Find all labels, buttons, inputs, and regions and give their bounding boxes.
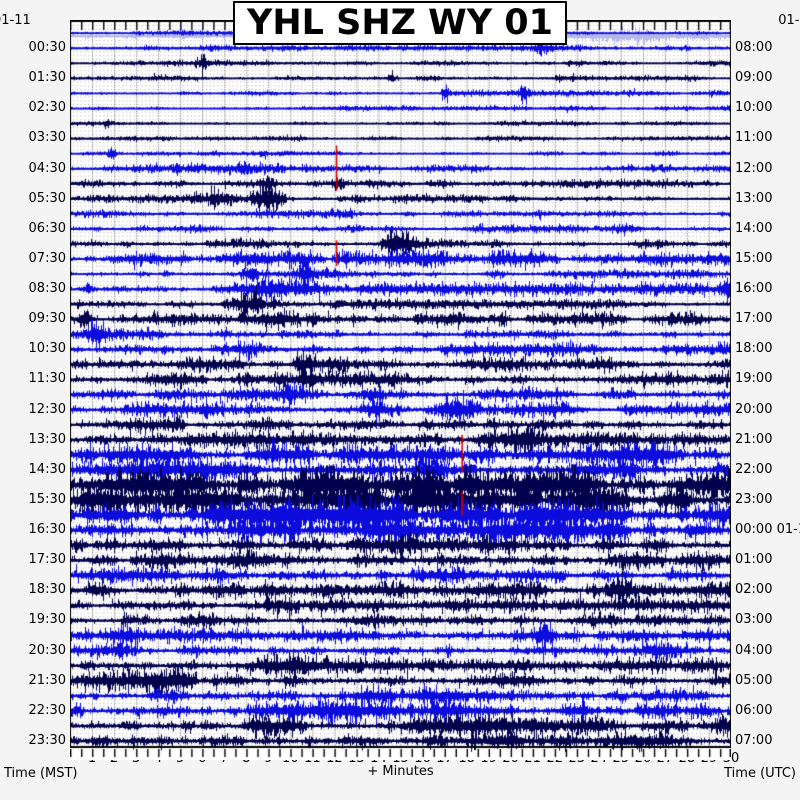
left-time-label: 05:30 (28, 190, 66, 206)
axis-label-utc: Time (UTC) (724, 766, 796, 781)
left-time-label: 09:30 (28, 311, 66, 327)
right-time-label: 14:00 (735, 220, 773, 236)
left-time-label: 20:30 (28, 642, 66, 658)
right-time-label: 05:00 (735, 672, 773, 688)
right-time-label: 00:00 01-12 (735, 522, 800, 538)
left-time-label: 04:30 (28, 160, 66, 176)
left-time-label: 13:30 (28, 431, 66, 447)
left-time-label: 19:30 (28, 612, 66, 628)
left-time-label: 01:30 (28, 70, 66, 86)
right-time-label: 12:00 (735, 160, 773, 176)
left-time-label: 00:30 (28, 40, 66, 56)
right-time-label: 13:00 (735, 190, 773, 206)
right-time-label: 06:00 (735, 702, 773, 718)
axis-label-mst: Time (MST) (4, 766, 78, 781)
right-time-label: 10:00 (735, 100, 773, 116)
right-time-label: 23:00 (735, 491, 773, 507)
left-time-label: 06:30 (28, 220, 66, 236)
left-time-label: 03:30 (28, 130, 66, 146)
right-time-label: 02:00 (735, 582, 773, 598)
right-time-label: 16:00 (735, 281, 773, 297)
left-time-label: 10:30 (28, 341, 66, 357)
right-time-label: 09:00 (735, 70, 773, 86)
seismogram-canvas (70, 20, 731, 760)
left-time-label: 23:30 (28, 733, 66, 748)
left-time-label: 08:30 (28, 281, 66, 297)
right-time-label: 04:00 (735, 642, 773, 658)
left-time-label: 02:30 (28, 100, 66, 116)
left-time-label: 16:30 (28, 522, 66, 538)
right-time-label: 07:00 (735, 733, 773, 748)
station-title: YHL SHZ WY 01 (232, 1, 568, 45)
right-time-label: 03:00 (735, 612, 773, 628)
right-time-label: 15:00 (735, 250, 773, 266)
right-time-label: 20:00 (735, 401, 773, 417)
date-top-right: 01-11 (778, 13, 800, 28)
right-time-label: 01:00 (735, 552, 773, 568)
left-time-label: 21:30 (28, 672, 66, 688)
left-time-label: 15:30 (28, 491, 66, 507)
left-time-label: 07:30 (28, 250, 66, 266)
left-time-label: 14:30 (28, 461, 66, 477)
right-time-label: 21:00 (735, 431, 773, 447)
right-time-label: 17:00 (735, 311, 773, 327)
date-top-left: 01-11 (0, 13, 31, 28)
left-time-label: 18:30 (28, 582, 66, 598)
left-time-label: 22:30 (28, 702, 66, 718)
right-time-label: 18:00 (735, 341, 773, 357)
right-time-label: 19:00 (735, 371, 773, 387)
right-time-label: 08:00 (735, 40, 773, 56)
left-time-label: 17:30 (28, 552, 66, 568)
left-time-label: 11:30 (28, 371, 66, 387)
right-time-label: 11:00 (735, 130, 773, 146)
axis-label-minutes: + Minutes (367, 764, 434, 779)
left-time-label: 12:30 (28, 401, 66, 417)
right-time-label: 22:00 (735, 461, 773, 477)
